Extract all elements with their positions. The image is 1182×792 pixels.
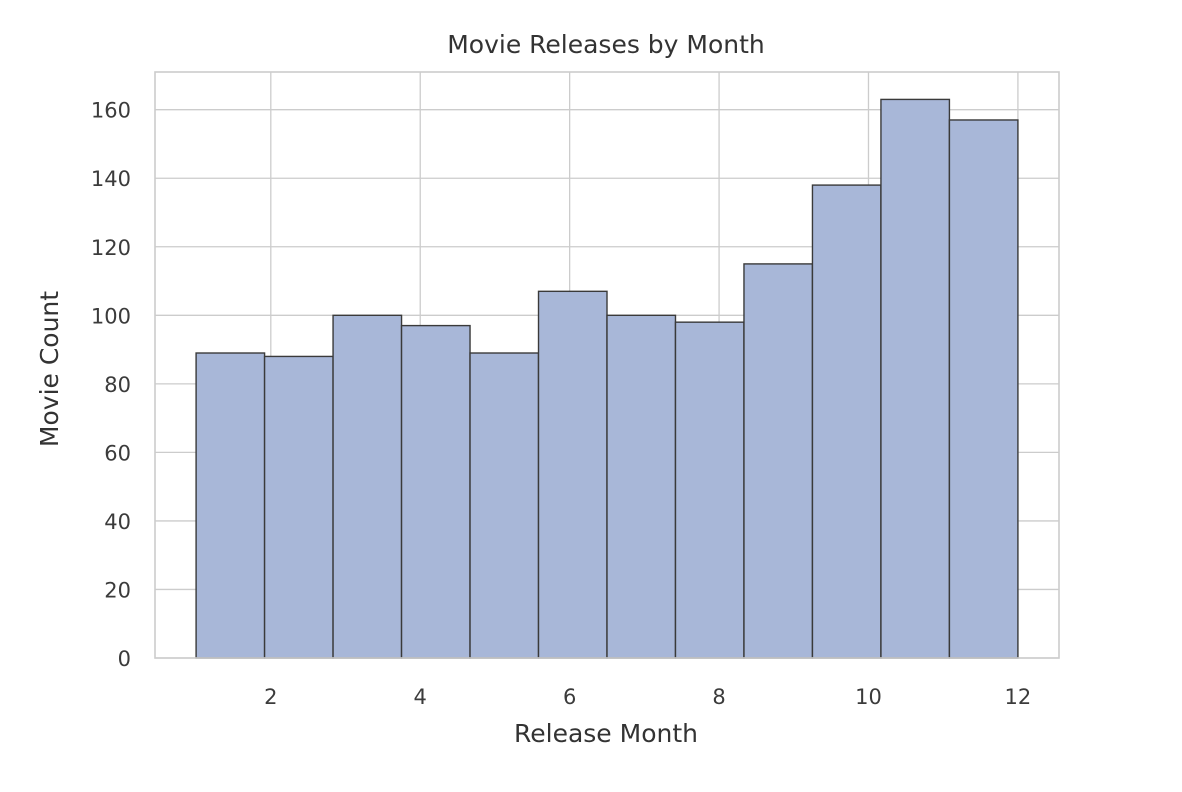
x-tick-label: 10 (855, 685, 882, 709)
y-axis-label: Movie Count (35, 291, 64, 447)
bar (743, 263, 814, 659)
x-tick-label: 8 (712, 685, 725, 709)
x-tick-label: 12 (1005, 685, 1032, 709)
bar (948, 119, 1019, 659)
x-tick-label: 4 (414, 685, 427, 709)
bar (400, 324, 471, 659)
bar (469, 352, 540, 659)
x-tick-labels: 2 4 6 8 10 12 (264, 685, 1031, 709)
x-tick-label: 2 (264, 685, 277, 709)
y-tick-label: 140 (91, 167, 131, 191)
bars (195, 98, 1019, 659)
bar (195, 352, 266, 659)
bar (811, 184, 882, 659)
bar (606, 314, 677, 659)
y-tick-label: 60 (104, 441, 131, 465)
y-tick-label: 20 (104, 578, 131, 602)
x-tick-label: 6 (563, 685, 576, 709)
plot-frame (154, 71, 1060, 659)
y-tick-label: 40 (104, 510, 131, 534)
y-tick-label: 120 (91, 236, 131, 260)
y-tick-label: 0 (118, 647, 131, 671)
bar (880, 98, 951, 659)
x-axis-label: Release Month (514, 719, 698, 748)
chart-title: Movie Releases by Month (447, 30, 765, 59)
bar (537, 290, 608, 659)
y-tick-label: 100 (91, 304, 131, 328)
bar (674, 321, 745, 659)
y-tick-label: 80 (104, 373, 131, 397)
y-tick-labels: 0 20 40 60 80 100 120 140 160 (91, 99, 131, 671)
bar (263, 355, 334, 659)
bar (332, 314, 403, 659)
y-tick-label: 160 (91, 99, 131, 123)
